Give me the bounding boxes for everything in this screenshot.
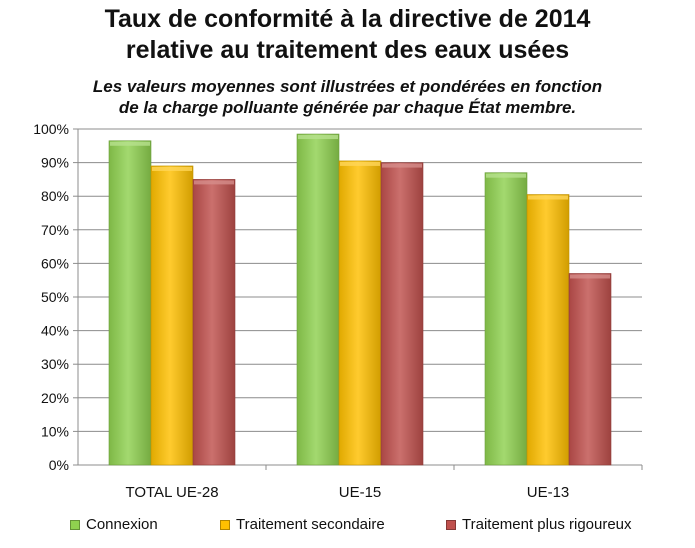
bar-highlight [152, 166, 192, 171]
y-tick-label: 0% [49, 457, 69, 473]
y-tick-label: 40% [41, 323, 69, 339]
y-tick-label: 20% [41, 390, 69, 406]
bar-highlight [570, 274, 610, 279]
x-tick-label: UE-15 [339, 484, 382, 501]
bar-highlight [340, 161, 380, 166]
y-tick-label: 80% [41, 188, 69, 204]
chart-legend: Connexion Traitement secondaire Traiteme… [0, 514, 695, 538]
x-tick-label: TOTAL UE-28 [125, 484, 218, 501]
y-tick-label: 100% [33, 121, 69, 137]
bar-traitement-plus-rigoureux-0 [192, 179, 236, 466]
chart-subtitle-line-1: Les valeurs moyennes sont illustrées et … [92, 77, 603, 96]
chart-title: Taux de conformité à la directive de 201… [0, 4, 695, 66]
legend-swatch-traitement-secondaire [220, 519, 230, 530]
bar-traitement-plus-rigoureux-2 [568, 273, 612, 466]
bar-connexion-1 [296, 133, 340, 466]
x-tick-label: UE-13 [527, 484, 570, 501]
y-tick-label: 50% [41, 289, 69, 305]
bar-traitement-secondaire-0 [150, 165, 194, 466]
legend-item-traitement-secondaire: Traitement secondaire [220, 516, 385, 533]
chart-subtitle: Les valeurs moyennes sont illustrées et … [0, 76, 695, 118]
legend-item-connexion: Connexion [70, 516, 158, 533]
legend-label-traitement-secondaire: Traitement secondaire [236, 516, 385, 533]
y-tick-label: 60% [41, 255, 69, 271]
bar-traitement-secondaire-2 [526, 194, 570, 466]
y-tick-label: 70% [41, 222, 69, 238]
y-tick-label: 10% [41, 423, 69, 439]
bar-highlight [486, 173, 526, 178]
bar-highlight [382, 163, 422, 168]
legend-label-traitement-plus-rigoureux: Traitement plus rigoureux [462, 516, 632, 533]
chart-title-line-2: relative au traitement des eaux usées [125, 36, 570, 64]
legend-label-connexion: Connexion [86, 516, 158, 533]
bar-highlight [110, 141, 150, 146]
bar-highlight [194, 180, 234, 185]
bar-connexion-0 [108, 140, 152, 466]
bar-highlight [528, 195, 568, 200]
legend-item-traitement-plus-rigoureux: Traitement plus rigoureux [446, 516, 632, 533]
legend-swatch-traitement-plus-rigoureux [446, 519, 456, 530]
bar-connexion-2 [484, 172, 528, 466]
chart-subtitle-line-2: de la charge polluante générée par chaqu… [118, 98, 577, 117]
chart-title-line-1: Taux de conformité à la directive de 201… [104, 5, 591, 33]
bar-highlight [298, 135, 338, 140]
y-tick-label: 90% [41, 155, 69, 171]
y-tick-label: 30% [41, 356, 69, 372]
bar-traitement-secondaire-1 [338, 160, 382, 466]
legend-swatch-connexion [70, 519, 80, 530]
bar-traitement-plus-rigoureux-1 [380, 162, 424, 466]
